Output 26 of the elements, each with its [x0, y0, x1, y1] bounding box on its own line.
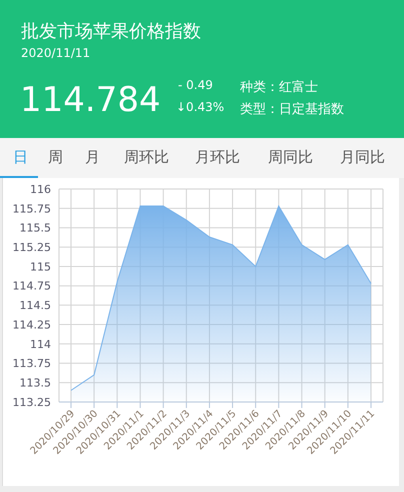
text: 周	[48, 148, 63, 167]
y-tick-label: 115.75	[12, 202, 51, 216]
chart-title: 批发市场苹果价格指数	[21, 20, 201, 43]
text: 月	[85, 148, 100, 167]
y-tick-label: 115.25	[12, 240, 51, 254]
text: 周同比	[268, 148, 313, 167]
text: 日	[13, 148, 28, 167]
text: 种类：红富士	[240, 79, 318, 96]
y-tick-label: 116	[30, 182, 51, 196]
text: 月同比	[340, 148, 385, 167]
chart-subtitle: 2020/11/11	[21, 46, 90, 60]
y-tick-label: 113.75	[12, 357, 51, 370]
y-tick-label: 114.25	[12, 318, 51, 332]
y-tick-label: 113.5	[20, 376, 51, 390]
y-tick-label: 115	[30, 260, 51, 274]
text: 月环比	[195, 148, 240, 167]
y-tick-label: 114.5	[20, 299, 51, 312]
y-tick-label: 113.25	[12, 396, 51, 409]
y-tick-label: 114	[30, 338, 51, 351]
text: 114.784	[20, 80, 161, 120]
y-tick-label: 115.5	[20, 222, 51, 235]
text: 周环比	[124, 148, 169, 167]
text: 类型：日定基指数	[240, 101, 344, 118]
text: ↓0.43%	[176, 100, 224, 114]
y-tick-label: 114.75	[12, 280, 51, 293]
text: - 0.49	[178, 78, 213, 92]
